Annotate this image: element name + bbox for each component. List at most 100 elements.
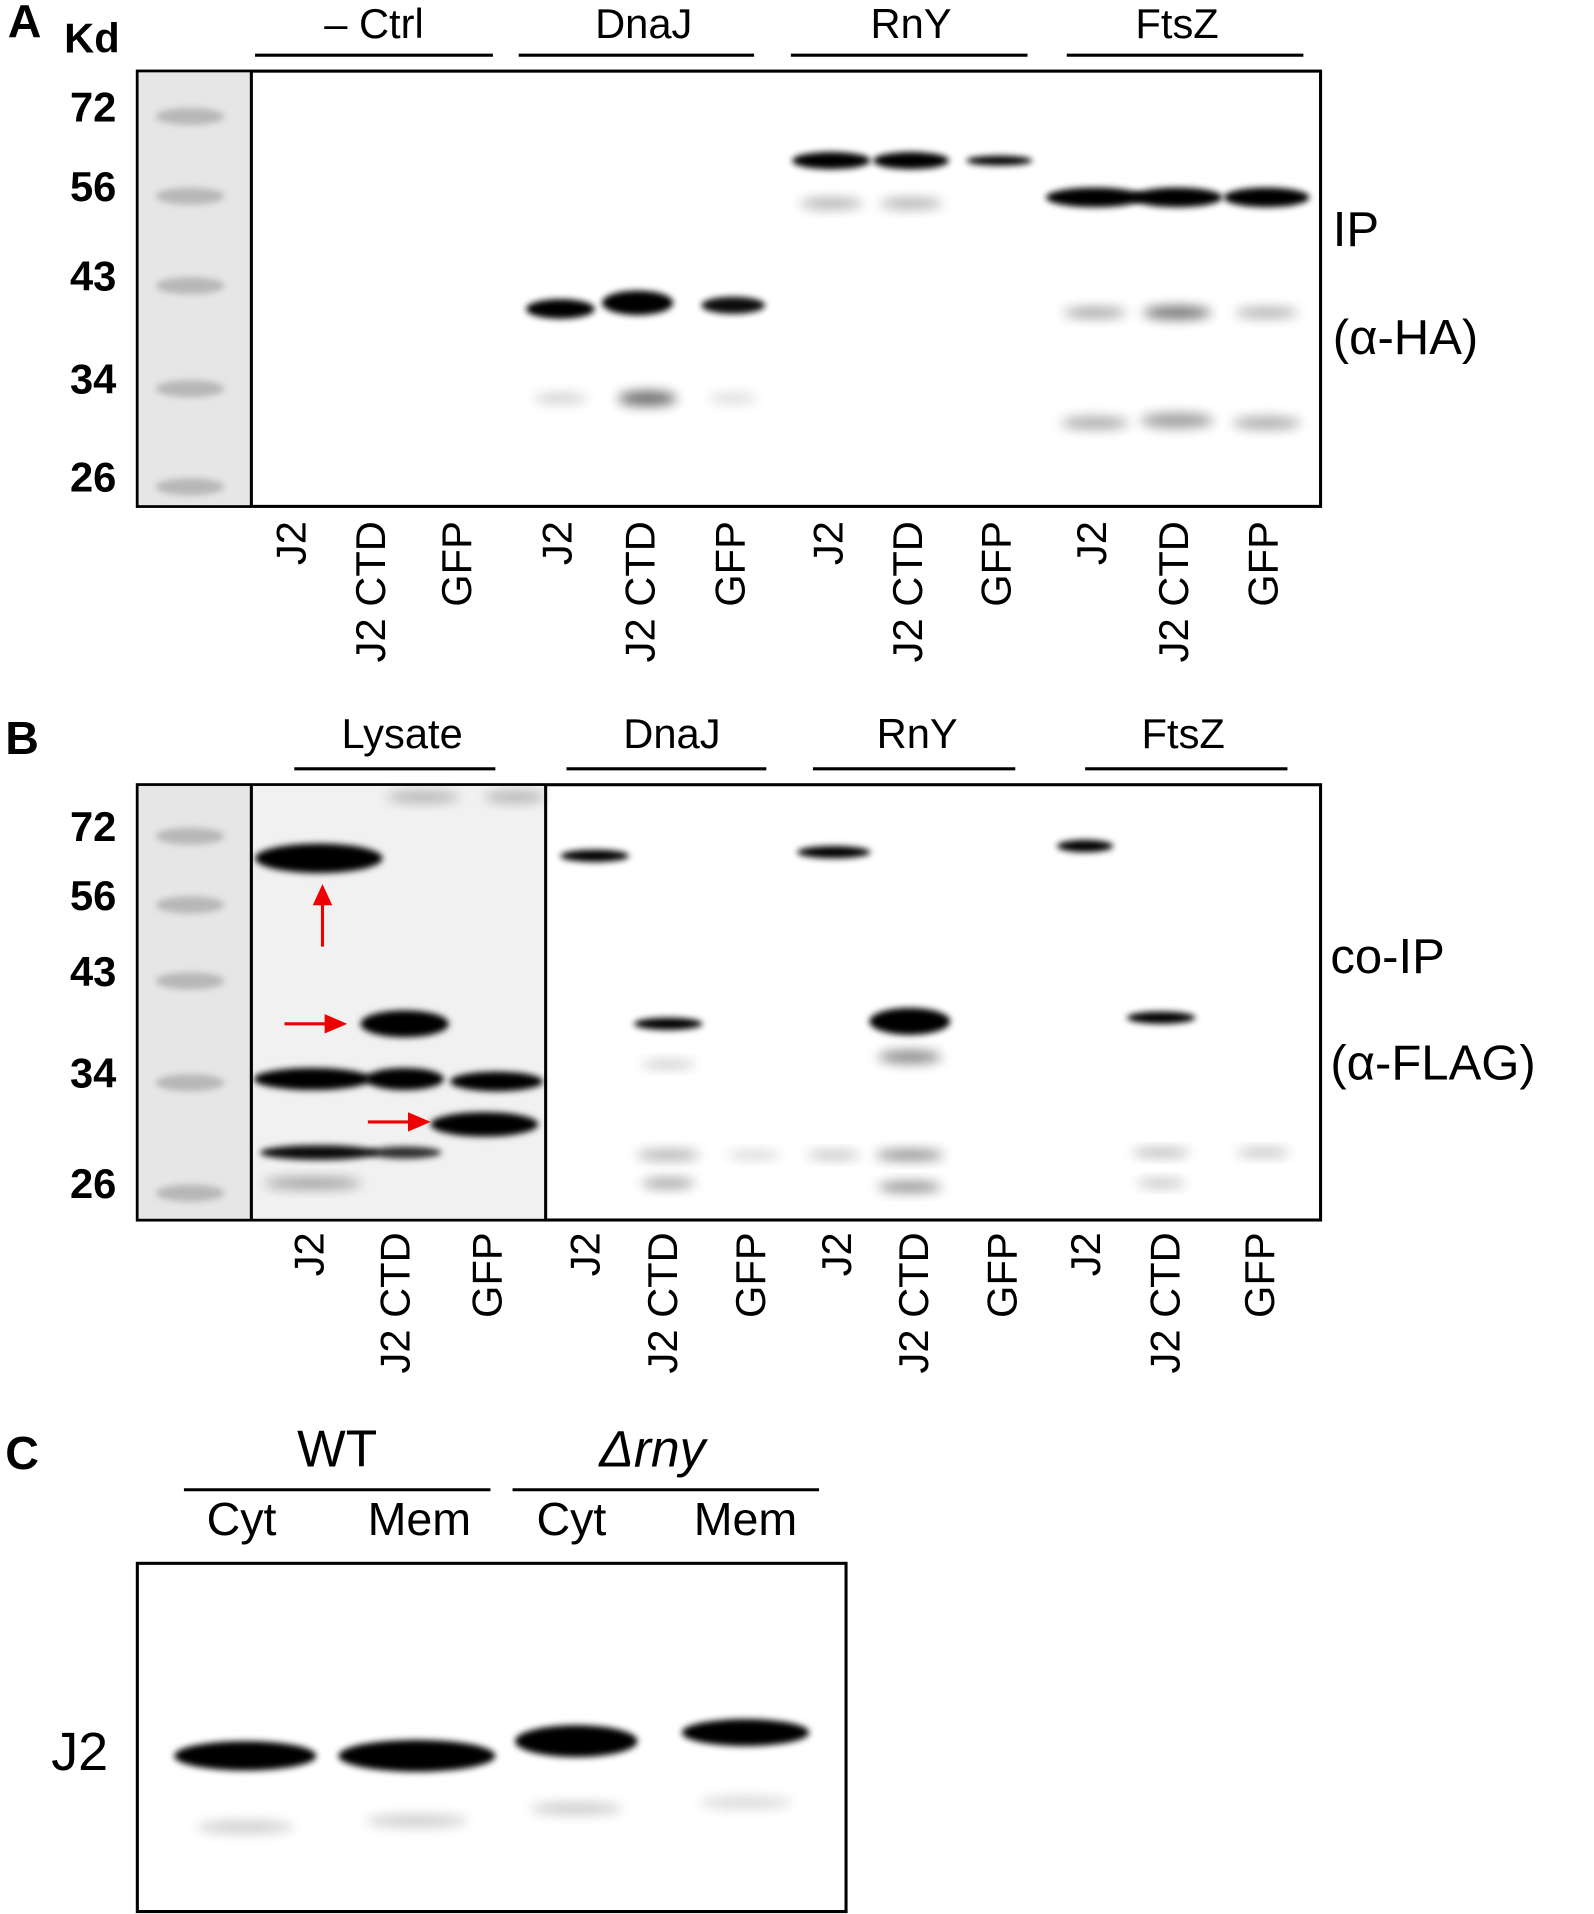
band bbox=[1235, 1148, 1290, 1157]
group-label: – Ctrl bbox=[324, 0, 424, 47]
band bbox=[338, 1739, 496, 1772]
band bbox=[174, 1741, 317, 1771]
marker-label: 56 bbox=[70, 872, 116, 919]
band bbox=[708, 393, 758, 404]
band bbox=[1063, 307, 1127, 318]
marker-label: 26 bbox=[70, 454, 116, 501]
band bbox=[196, 1820, 295, 1834]
lane-label: J2 CTD bbox=[347, 521, 394, 662]
lane-label: Mem bbox=[694, 1493, 798, 1545]
lane-label: GFP bbox=[433, 521, 480, 607]
band bbox=[877, 1181, 942, 1192]
band bbox=[367, 1146, 442, 1159]
band bbox=[1045, 187, 1144, 208]
group-label: Lysate bbox=[342, 710, 463, 757]
bands bbox=[155, 107, 1310, 1834]
band bbox=[1223, 187, 1310, 208]
lane-label: J2 bbox=[286, 1232, 333, 1276]
arrows bbox=[284, 884, 431, 1132]
group-label: DnaJ bbox=[623, 710, 720, 757]
band bbox=[263, 1178, 362, 1189]
band bbox=[727, 1151, 782, 1159]
band bbox=[1126, 1011, 1196, 1024]
lane-label: J2 CTD bbox=[617, 521, 664, 662]
band bbox=[1131, 187, 1223, 208]
group-label: FtsZ bbox=[1142, 710, 1225, 757]
band bbox=[875, 1150, 945, 1160]
lane-label: J2 bbox=[562, 1232, 609, 1276]
lane-label: J2 CTD bbox=[372, 1232, 419, 1373]
band bbox=[533, 393, 588, 404]
lane-label: J2 bbox=[533, 521, 580, 565]
band bbox=[617, 391, 677, 406]
lane-label: J2 bbox=[1068, 521, 1115, 565]
lane-label: J2 CTD bbox=[884, 521, 931, 662]
lane-label: Mem bbox=[368, 1493, 472, 1545]
band bbox=[1232, 416, 1301, 430]
blot-a bbox=[135, 69, 1323, 508]
band bbox=[698, 1796, 793, 1809]
group-label: RnY bbox=[870, 0, 951, 47]
band bbox=[1060, 416, 1130, 430]
lane-label: GFP bbox=[1240, 521, 1287, 607]
lane-label: J2 CTD bbox=[890, 1232, 937, 1373]
band bbox=[430, 1112, 539, 1137]
lane-label: J2 CTD bbox=[1150, 521, 1197, 662]
lane-label: J2 bbox=[804, 521, 851, 565]
lane-label: J2 bbox=[267, 521, 314, 565]
group-label: WT bbox=[297, 1420, 377, 1478]
ladder-band bbox=[155, 478, 225, 496]
band bbox=[873, 152, 950, 170]
band bbox=[799, 198, 864, 209]
band bbox=[966, 155, 1033, 166]
band bbox=[255, 843, 383, 874]
group-label: RnY bbox=[877, 710, 958, 757]
ladder-band bbox=[155, 277, 225, 295]
band bbox=[877, 1050, 942, 1064]
marker-label: 72 bbox=[70, 83, 116, 130]
band bbox=[365, 1814, 469, 1827]
row-label: J2 bbox=[51, 1722, 108, 1782]
lane-label: J2 bbox=[813, 1232, 860, 1276]
ladder-band bbox=[155, 1074, 225, 1092]
ladder-band bbox=[155, 1184, 225, 1202]
band bbox=[641, 1060, 696, 1068]
band bbox=[560, 849, 630, 862]
band bbox=[514, 1725, 638, 1758]
band bbox=[806, 1151, 861, 1159]
lane-label: Cyt bbox=[207, 1493, 277, 1545]
lane-label: J2 CTD bbox=[1142, 1232, 1189, 1373]
band bbox=[1131, 1148, 1191, 1157]
ladder-band bbox=[155, 380, 225, 398]
band bbox=[633, 1017, 703, 1030]
lane-label: Cyt bbox=[536, 1493, 606, 1545]
band bbox=[529, 1802, 623, 1815]
side-label: co-IP bbox=[1330, 930, 1444, 984]
band bbox=[869, 1007, 951, 1035]
band bbox=[1056, 839, 1114, 853]
side-label: IP bbox=[1333, 203, 1379, 257]
band bbox=[1142, 306, 1212, 319]
panel-letter: B bbox=[5, 712, 39, 764]
lane-label: GFP bbox=[463, 1232, 510, 1318]
band bbox=[365, 1067, 444, 1091]
band bbox=[526, 299, 595, 319]
band bbox=[792, 152, 871, 170]
lane-label: GFP bbox=[978, 1232, 1025, 1318]
marker-label: 43 bbox=[70, 948, 116, 995]
band bbox=[1136, 1179, 1186, 1187]
group-label: Δrny bbox=[598, 1420, 708, 1478]
lane-label: GFP bbox=[1236, 1232, 1283, 1318]
lane-label: GFP bbox=[727, 1232, 774, 1318]
lane-label: J2 CTD bbox=[639, 1232, 686, 1373]
ladder-lane bbox=[138, 785, 252, 1219]
side-label: (α-FLAG) bbox=[1330, 1037, 1535, 1091]
band bbox=[879, 198, 943, 209]
lane-label: GFP bbox=[972, 521, 1019, 607]
marker-label: 43 bbox=[70, 253, 116, 300]
lane-label: GFP bbox=[706, 521, 753, 607]
band bbox=[602, 290, 674, 316]
group-label: DnaJ bbox=[595, 0, 692, 47]
marker-label: 34 bbox=[70, 1050, 116, 1097]
panel-letter: A bbox=[8, 0, 42, 47]
